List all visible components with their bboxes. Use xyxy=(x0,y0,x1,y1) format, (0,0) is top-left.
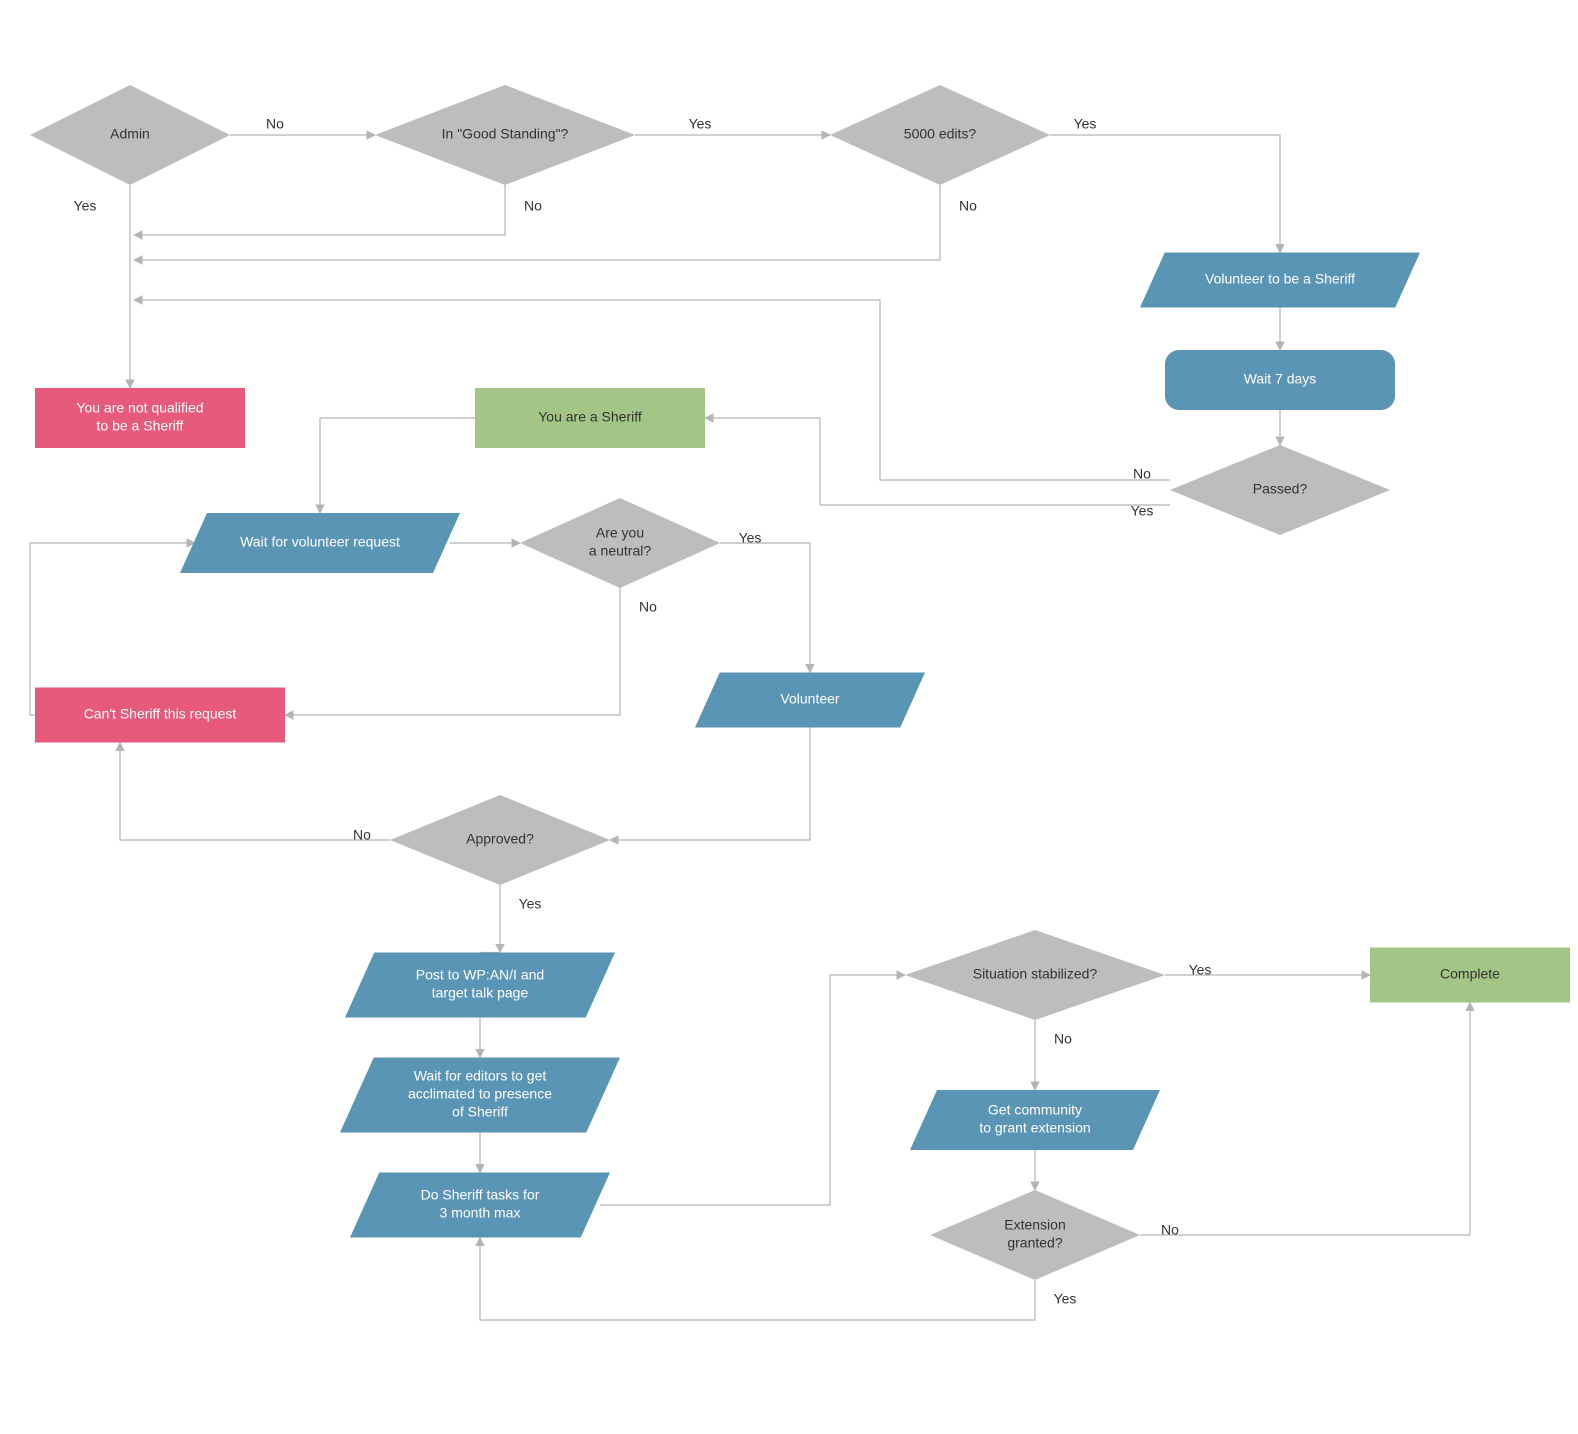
node-extGranted-label2: granted? xyxy=(1007,1235,1062,1251)
edge xyxy=(610,728,810,841)
node-youSheriff-label1: You are a Sheriff xyxy=(538,409,642,425)
nodes-layer: Admin In "Good Standing"? 5000 edits? Volun… xyxy=(30,85,1570,1280)
node-volunteer-label1: Volunteer xyxy=(780,691,839,707)
edge-label-extGranted_yes: Yes xyxy=(1054,1291,1077,1307)
node-tasks-label2: 3 month max xyxy=(440,1205,521,1221)
node-tasks: Do Sheriff tasks for 3 month max xyxy=(350,1173,610,1238)
edge-label-passed_yes: Yes xyxy=(1131,503,1154,519)
edge xyxy=(1050,135,1280,253)
edge-label-approved_no: No xyxy=(353,827,371,843)
node-post-label2: target talk page xyxy=(432,985,529,1001)
node-approved-label1: Approved? xyxy=(466,831,534,847)
node-post-label1: Post to WP:AN/I and xyxy=(416,967,544,983)
edge-label-edits_yes: Yes xyxy=(1074,116,1097,132)
edge-label-stabilized_yes: Yes xyxy=(1189,962,1212,978)
node-extension-label1: Get community xyxy=(988,1102,1082,1118)
node-volunteer: Volunteer xyxy=(695,673,925,728)
node-good-label1: In "Good Standing"? xyxy=(442,126,569,142)
node-passed: Passed? xyxy=(1170,445,1390,535)
node-youSheriff: You are a Sheriff xyxy=(475,388,705,448)
node-complete-label1: Complete xyxy=(1440,966,1500,982)
edge-label-good_yes: Yes xyxy=(689,116,712,132)
node-wait7-label1: Wait 7 days xyxy=(1244,371,1317,387)
edge xyxy=(1140,1003,1470,1236)
node-approved: Approved? xyxy=(390,795,610,885)
edge xyxy=(120,743,390,841)
edge xyxy=(480,1238,1035,1321)
edge-label-approved_yes: Yes xyxy=(519,896,542,912)
edge-label-neutral_no: No xyxy=(639,599,657,615)
node-edits-label1: 5000 edits? xyxy=(904,126,977,142)
flowchart-canvas: Admin In "Good Standing"? 5000 edits? Volun… xyxy=(0,0,1578,1434)
node-post: Post to WP:AN/I and target talk page xyxy=(345,953,615,1018)
node-extGranted-label1: Extension xyxy=(1004,1217,1065,1233)
edge xyxy=(134,185,940,260)
node-waitEditors: Wait for editors to get acclimated to pre… xyxy=(340,1058,620,1133)
node-notQual-label2: to be a Sheriff xyxy=(97,418,184,434)
node-good: In "Good Standing"? xyxy=(375,85,635,185)
edge-label-passed_no: No xyxy=(1133,466,1151,482)
edge-label-stabilized_no: No xyxy=(1054,1031,1072,1047)
node-admin: Admin xyxy=(30,85,230,185)
node-volSheriff-label1: Volunteer to be a Sheriff xyxy=(1205,271,1355,287)
node-stabilized: Situation stabilized? xyxy=(905,930,1165,1020)
edge-label-good_no: No xyxy=(524,198,542,214)
edge-label-admin_yes: Yes xyxy=(74,198,97,214)
edge xyxy=(134,185,505,235)
node-cant: Can't Sheriff this request xyxy=(35,688,285,743)
edge-label-neutral_yes: Yes xyxy=(739,530,762,546)
node-notQual: You are not qualified to be a Sheriff xyxy=(35,388,245,448)
node-waitReq-label1: Wait for volunteer request xyxy=(240,534,400,550)
edge-label-edits_no: No xyxy=(959,198,977,214)
node-waitEditors-label1: Wait for editors to get xyxy=(414,1068,547,1084)
edge xyxy=(705,418,1170,505)
node-wait7: Wait 7 days xyxy=(1165,350,1395,410)
node-extension-label2: to grant extension xyxy=(979,1120,1090,1136)
node-neutral: Are you a neutral? xyxy=(520,498,720,588)
node-admin-label1: Admin xyxy=(110,126,150,142)
node-edits: 5000 edits? xyxy=(830,85,1050,185)
node-waitEditors-label2: acclimated to presence xyxy=(408,1086,552,1102)
edge xyxy=(285,588,620,715)
node-passed-label1: Passed? xyxy=(1253,481,1308,497)
node-complete: Complete xyxy=(1370,948,1570,1003)
node-notQual-label1: You are not qualified xyxy=(76,400,203,416)
node-cant-label1: Can't Sheriff this request xyxy=(84,706,237,722)
node-volSheriff: Volunteer to be a Sheriff xyxy=(1140,253,1420,308)
node-waitEditors-label3: of Sheriff xyxy=(452,1104,508,1120)
edge-label-extGranted_no: No xyxy=(1161,1222,1179,1238)
edge-label-admin_no: No xyxy=(266,116,284,132)
node-extGranted: Extension granted? xyxy=(930,1190,1140,1280)
node-neutral-label1: Are you xyxy=(596,525,644,541)
node-waitReq: Wait for volunteer request xyxy=(180,513,460,573)
edge xyxy=(320,418,475,513)
edge xyxy=(720,543,810,673)
node-neutral-label2: a neutral? xyxy=(589,543,651,559)
node-tasks-label1: Do Sheriff tasks for xyxy=(421,1187,540,1203)
node-extension: Get community to grant extension xyxy=(910,1090,1160,1150)
node-stabilized-label1: Situation stabilized? xyxy=(973,966,1098,982)
edge xyxy=(600,975,905,1205)
